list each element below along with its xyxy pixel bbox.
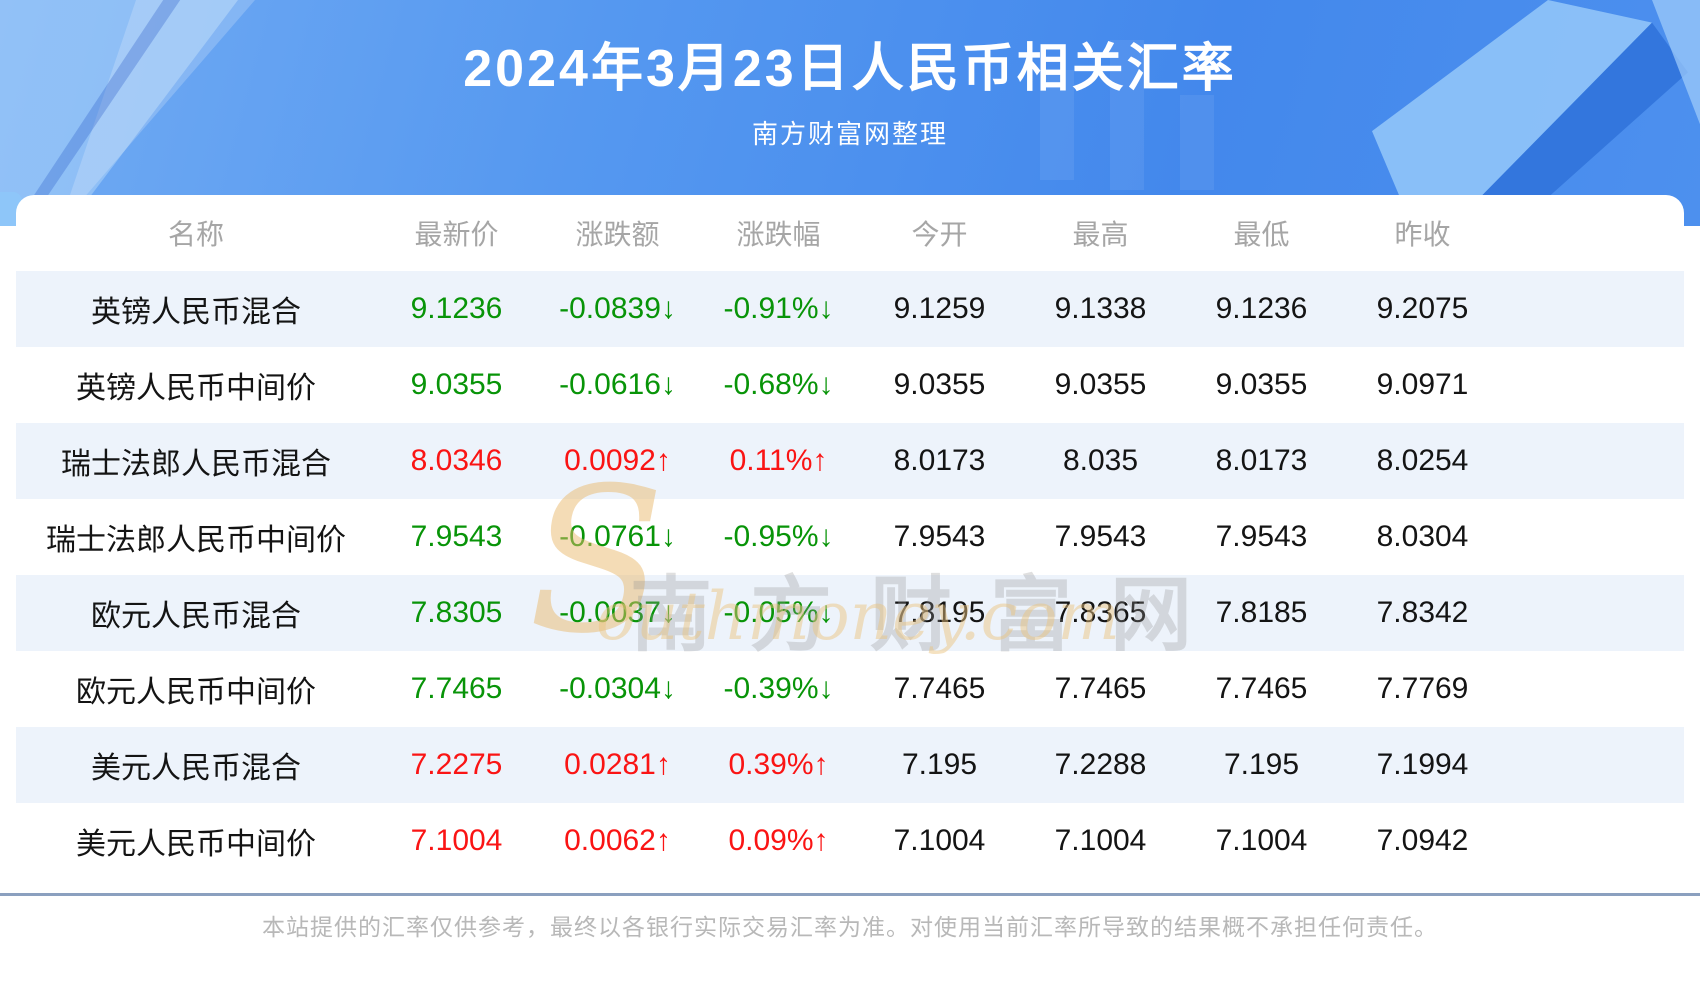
high-price: 7.9543 bbox=[1054, 520, 1147, 553]
change-percent: -0.91%↓ bbox=[723, 292, 834, 325]
table-row: 欧元人民币混合 7.8305 -0.0037↓ -0.05%↓ 7.8195 7… bbox=[16, 575, 1684, 651]
open-price: 7.1004 bbox=[893, 824, 986, 857]
high-price: 9.1338 bbox=[1054, 292, 1147, 325]
header-banner: 2024年3月23日人民币相关汇率 南方财富网整理 bbox=[0, 0, 1700, 226]
low-price: 8.0173 bbox=[1215, 444, 1308, 477]
high-price: 7.2288 bbox=[1054, 748, 1147, 781]
column-header-latest: 最新价 bbox=[414, 219, 499, 250]
rates-table: 名称 最新价 涨跌额 涨跌幅 今开 最高 最低 昨收 英镑人民币混合 9.123… bbox=[16, 195, 1684, 879]
latest-price: 7.7465 bbox=[410, 672, 503, 705]
column-header-change: 涨跌额 bbox=[575, 219, 660, 250]
high-price: 8.035 bbox=[1062, 444, 1139, 477]
prev-close-price: 8.0254 bbox=[1376, 444, 1469, 477]
prev-close-price: 7.7769 bbox=[1376, 672, 1469, 705]
open-price: 7.8195 bbox=[893, 596, 986, 629]
change-amount: 0.0281↑ bbox=[564, 748, 671, 781]
change-percent: 0.11%↑ bbox=[729, 444, 828, 477]
open-price: 7.7465 bbox=[893, 672, 986, 705]
change-percent: 0.39%↑ bbox=[728, 748, 829, 781]
latest-price: 7.2275 bbox=[410, 748, 503, 781]
latest-price: 7.1004 bbox=[410, 824, 503, 857]
pair-name: 英镑人民币中间价 bbox=[76, 372, 316, 405]
prev-close-price: 7.8342 bbox=[1376, 596, 1469, 629]
table-header-row: 名称 最新价 涨跌额 涨跌幅 今开 最高 最低 昨收 bbox=[16, 195, 1684, 271]
table-row: 英镑人民币混合 9.1236 -0.0839↓ -0.91%↓ 9.1259 9… bbox=[16, 271, 1684, 347]
pair-name: 欧元人民币混合 bbox=[91, 600, 301, 633]
pair-name: 瑞士法郎人民币混合 bbox=[61, 448, 331, 481]
prev-close-price: 7.1994 bbox=[1376, 748, 1469, 781]
banner-right-arrow-shape bbox=[1300, 0, 1700, 226]
table-row: 欧元人民币中间价 7.7465 -0.0304↓ -0.39%↓ 7.7465 … bbox=[16, 651, 1684, 727]
pair-name: 英镑人民币混合 bbox=[91, 296, 301, 329]
change-amount: 0.0062↑ bbox=[564, 824, 671, 857]
latest-price: 8.0346 bbox=[410, 444, 503, 477]
prev-close-price: 8.0304 bbox=[1376, 520, 1469, 553]
change-amount: 0.0092↑ bbox=[564, 444, 671, 477]
high-price: 7.1004 bbox=[1054, 824, 1147, 857]
change-amount: -0.0304↓ bbox=[559, 672, 676, 705]
banner-candlestick-shape bbox=[1110, 40, 1144, 190]
low-price: 7.9543 bbox=[1215, 520, 1308, 553]
open-price: 7.195 bbox=[901, 748, 978, 781]
column-header-high: 最高 bbox=[1072, 219, 1129, 250]
column-header-change-pct: 涨跌幅 bbox=[736, 219, 821, 250]
divider-line bbox=[0, 893, 1700, 896]
table-row: 美元人民币混合 7.2275 0.0281↑ 0.39%↑ 7.195 7.22… bbox=[16, 727, 1684, 803]
prev-close-price: 7.0942 bbox=[1376, 824, 1469, 857]
latest-price: 9.0355 bbox=[410, 368, 503, 401]
low-price: 7.8185 bbox=[1215, 596, 1308, 629]
prev-close-price: 9.0971 bbox=[1376, 368, 1469, 401]
open-price: 9.1259 bbox=[893, 292, 986, 325]
footer-disclaimer: 本站提供的汇率仅供参考，最终以各银行实际交易汇率为准。对使用当前汇率所导致的结果… bbox=[262, 914, 1438, 940]
change-amount: -0.0761↓ bbox=[559, 520, 676, 553]
column-header-open: 今开 bbox=[911, 219, 968, 250]
open-price: 8.0173 bbox=[893, 444, 986, 477]
column-header-low: 最低 bbox=[1233, 219, 1290, 250]
pair-name: 瑞士法郎人民币中间价 bbox=[46, 524, 346, 557]
high-price: 9.0355 bbox=[1054, 368, 1147, 401]
table-row: 英镑人民币中间价 9.0355 -0.0616↓ -0.68%↓ 9.0355 … bbox=[16, 347, 1684, 423]
latest-price: 9.1236 bbox=[410, 292, 503, 325]
change-percent: -0.68%↓ bbox=[723, 368, 834, 401]
change-percent: -0.39%↓ bbox=[723, 672, 834, 705]
pair-name: 欧元人民币中间价 bbox=[76, 676, 316, 709]
low-price: 7.7465 bbox=[1215, 672, 1308, 705]
banner-candlestick-shape bbox=[1180, 95, 1214, 190]
table-row: 瑞士法郎人民币混合 8.0346 0.0092↑ 0.11%↑ 8.0173 8… bbox=[16, 423, 1684, 499]
open-price: 9.0355 bbox=[893, 368, 986, 401]
latest-price: 7.8305 bbox=[410, 596, 503, 629]
table-row: 美元人民币中间价 7.1004 0.0062↑ 0.09%↑ 7.1004 7.… bbox=[16, 803, 1684, 879]
open-price: 7.9543 bbox=[893, 520, 986, 553]
change-percent: 0.09%↑ bbox=[728, 824, 829, 857]
pair-name: 美元人民币中间价 bbox=[76, 828, 316, 861]
high-price: 7.7465 bbox=[1054, 672, 1147, 705]
low-price: 7.1004 bbox=[1215, 824, 1308, 857]
change-amount: -0.0616↓ bbox=[559, 368, 676, 401]
pair-name: 美元人民币混合 bbox=[91, 752, 301, 785]
column-header-name: 名称 bbox=[167, 219, 224, 250]
change-amount: -0.0037↓ bbox=[559, 596, 676, 629]
table-row: 瑞士法郎人民币中间价 7.9543 -0.0761↓ -0.95%↓ 7.954… bbox=[16, 499, 1684, 575]
high-price: 7.8365 bbox=[1054, 596, 1147, 629]
change-amount: -0.0839↓ bbox=[559, 292, 676, 325]
low-price: 9.0355 bbox=[1215, 368, 1308, 401]
page-subtitle: 南方财富网整理 bbox=[751, 119, 948, 149]
prev-close-price: 9.2075 bbox=[1376, 292, 1469, 325]
low-price: 7.195 bbox=[1223, 748, 1300, 781]
banner-candlestick-shape bbox=[1040, 70, 1074, 180]
low-price: 9.1236 bbox=[1215, 292, 1308, 325]
column-header-prev-close: 昨收 bbox=[1394, 219, 1451, 250]
change-percent: -0.95%↓ bbox=[723, 520, 834, 553]
page-title: 2024年3月23日人民币相关汇率 bbox=[463, 40, 1237, 98]
latest-price: 7.9543 bbox=[410, 520, 503, 553]
change-percent: -0.05%↓ bbox=[723, 596, 834, 629]
